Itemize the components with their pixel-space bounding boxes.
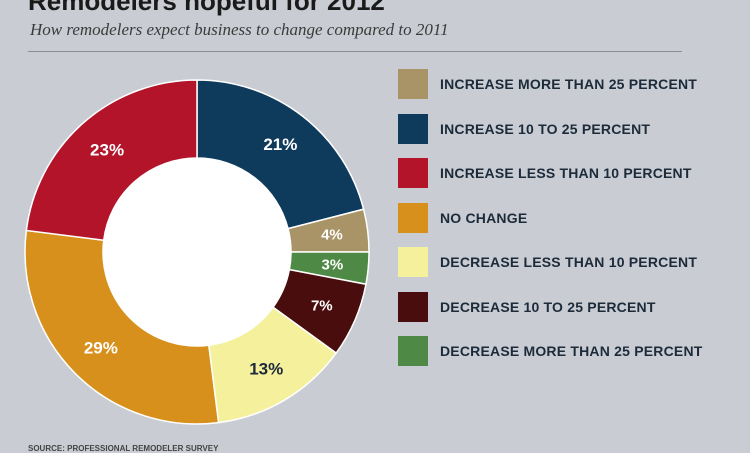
- legend-swatch: [398, 247, 428, 277]
- legend-swatch: [398, 69, 428, 99]
- slice-label-decrease-more-than-25-percent: 3%: [322, 256, 344, 273]
- chart-legend: INCREASE MORE THAN 25 PERCENT INCREASE 10…: [398, 69, 703, 381]
- title-divider: [28, 51, 682, 52]
- legend-label: INCREASE LESS THAN 10 PERCENT: [440, 165, 692, 181]
- legend-item-increase-10-to-25-percent: INCREASE 10 TO 25 PERCENT: [398, 113, 703, 144]
- legend-label: DECREASE MORE THAN 25 PERCENT: [440, 343, 703, 359]
- legend-swatch: [398, 113, 428, 144]
- legend-item-increase-more-than-25-percent: INCREASE MORE THAN 25 PERCENT: [398, 69, 703, 99]
- slice-label-decrease-less-than-10-percent: 13%: [249, 360, 283, 379]
- donut-center: [103, 158, 291, 346]
- legend-swatch: [398, 158, 428, 188]
- chart-subtitle: How remodelers expect business to change…: [30, 20, 449, 39]
- source-note: SOURCE: PROFESSIONAL REMODELER SURVEY: [28, 444, 219, 453]
- slice-label-increase-more-than-25-percent: 4%: [321, 226, 343, 243]
- slice-label-decrease-10-to-25-percent: 7%: [311, 298, 333, 315]
- legend-item-increase-less-than-10-percent: INCREASE LESS THAN 10 PERCENT: [398, 158, 703, 188]
- legend-item-decrease-less-than-10-percent: DECREASE LESS THAN 10 PERCENT: [398, 247, 703, 277]
- legend-label: DECREASE 10 TO 25 PERCENT: [440, 298, 656, 315]
- legend-swatch: [398, 202, 428, 233]
- legend-label: INCREASE MORE THAN 25 PERCENT: [440, 76, 698, 92]
- legend-label: INCREASE 10 TO 25 PERCENT: [440, 120, 651, 137]
- chart-title: Remodelers hopeful for 2012: [28, 0, 385, 16]
- legend-item-no-change: NO CHANGE: [398, 202, 703, 233]
- slice-label-increase-10-to-25-percent: 21%: [263, 135, 297, 154]
- slice-label-increase-less-than-10-percent: 23%: [90, 140, 124, 159]
- legend-swatch: [398, 291, 428, 322]
- legend-item-decrease-10-to-25-percent: DECREASE 10 TO 25 PERCENT: [398, 291, 703, 322]
- legend-item-decrease-more-than-25-percent: DECREASE MORE THAN 25 PERCENT: [398, 336, 703, 366]
- slice-label-no-change: 29%: [84, 339, 118, 358]
- legend-label: NO CHANGE: [440, 209, 528, 226]
- legend-swatch: [398, 336, 428, 366]
- legend-label: DECREASE LESS THAN 10 PERCENT: [440, 254, 698, 270]
